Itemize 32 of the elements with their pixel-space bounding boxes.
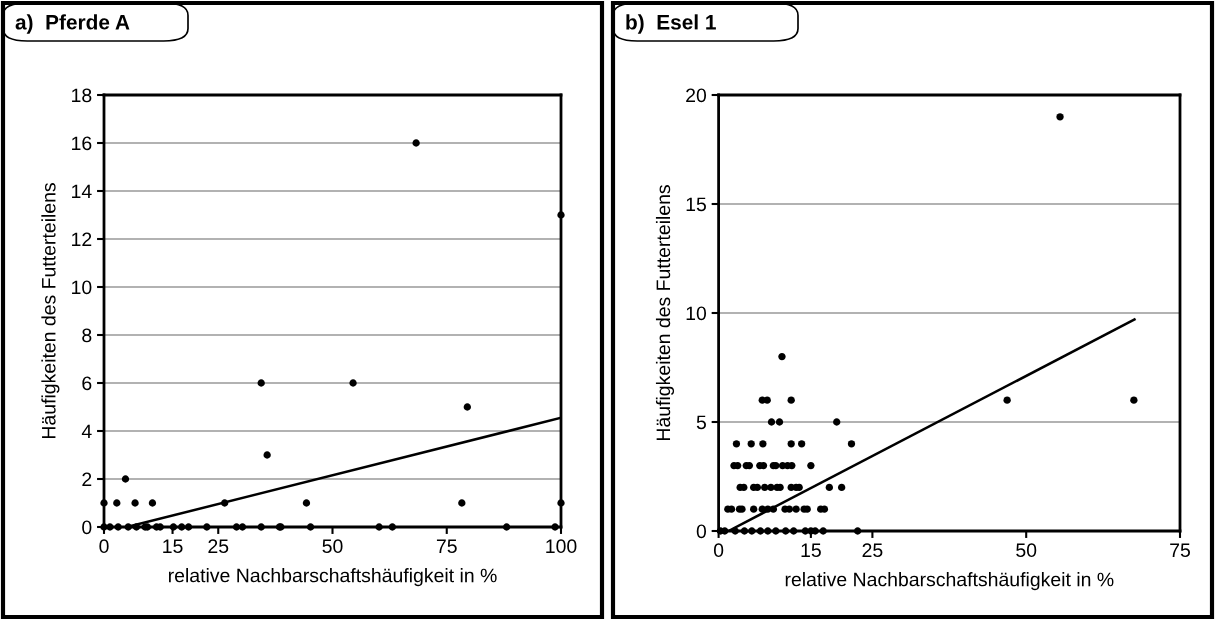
y-axis-title: Häufigkeiten des Futterteilens xyxy=(41,183,60,439)
x-axis-title: relative Nachbarschaftshäufigkeit in % xyxy=(785,572,1114,591)
y-tick-label: 20 xyxy=(686,88,707,103)
chart-title: b) Esel 1 xyxy=(626,14,716,34)
y-tick-label: 2 xyxy=(82,472,92,487)
x-tick-label: 50 xyxy=(1016,543,1037,558)
x-tick-label: 75 xyxy=(436,539,457,554)
x-tick-label: 25 xyxy=(862,543,883,558)
y-tick-label: 4 xyxy=(81,424,92,439)
x-tick-label: 100 xyxy=(546,539,577,554)
y-tick-label: 0 xyxy=(696,524,707,539)
y-tick-label: 0 xyxy=(82,520,92,535)
x-tick-label: 50 xyxy=(322,539,343,554)
y-tick-label: 18 xyxy=(72,88,92,103)
y-tick-label: 15 xyxy=(686,197,706,212)
y-tick-label: 16 xyxy=(72,136,92,151)
y-tick-label: 14 xyxy=(72,184,92,199)
chart-title: a) Pferde A xyxy=(15,14,130,34)
x-tick-label: 0 xyxy=(713,543,724,558)
y-axis-title: Häufigkeiten des Futterteilens xyxy=(655,185,675,441)
y-tick-label: 12 xyxy=(72,232,92,247)
y-tick-label: 10 xyxy=(72,280,92,295)
y-tick-label: 10 xyxy=(686,306,707,321)
x-tick-label: 0 xyxy=(99,539,109,554)
x-tick-label: 15 xyxy=(163,539,183,554)
y-tick-label: 6 xyxy=(82,376,92,391)
x-tick-label: 25 xyxy=(208,539,229,554)
x-tick-label: 15 xyxy=(801,543,821,558)
y-tick-label: 8 xyxy=(82,328,92,343)
x-tick-label: 75 xyxy=(1170,543,1190,558)
y-tick-label: 5 xyxy=(696,415,706,430)
x-axis-title: relative Nachbarschaftshäufigkeit in % xyxy=(168,568,497,587)
